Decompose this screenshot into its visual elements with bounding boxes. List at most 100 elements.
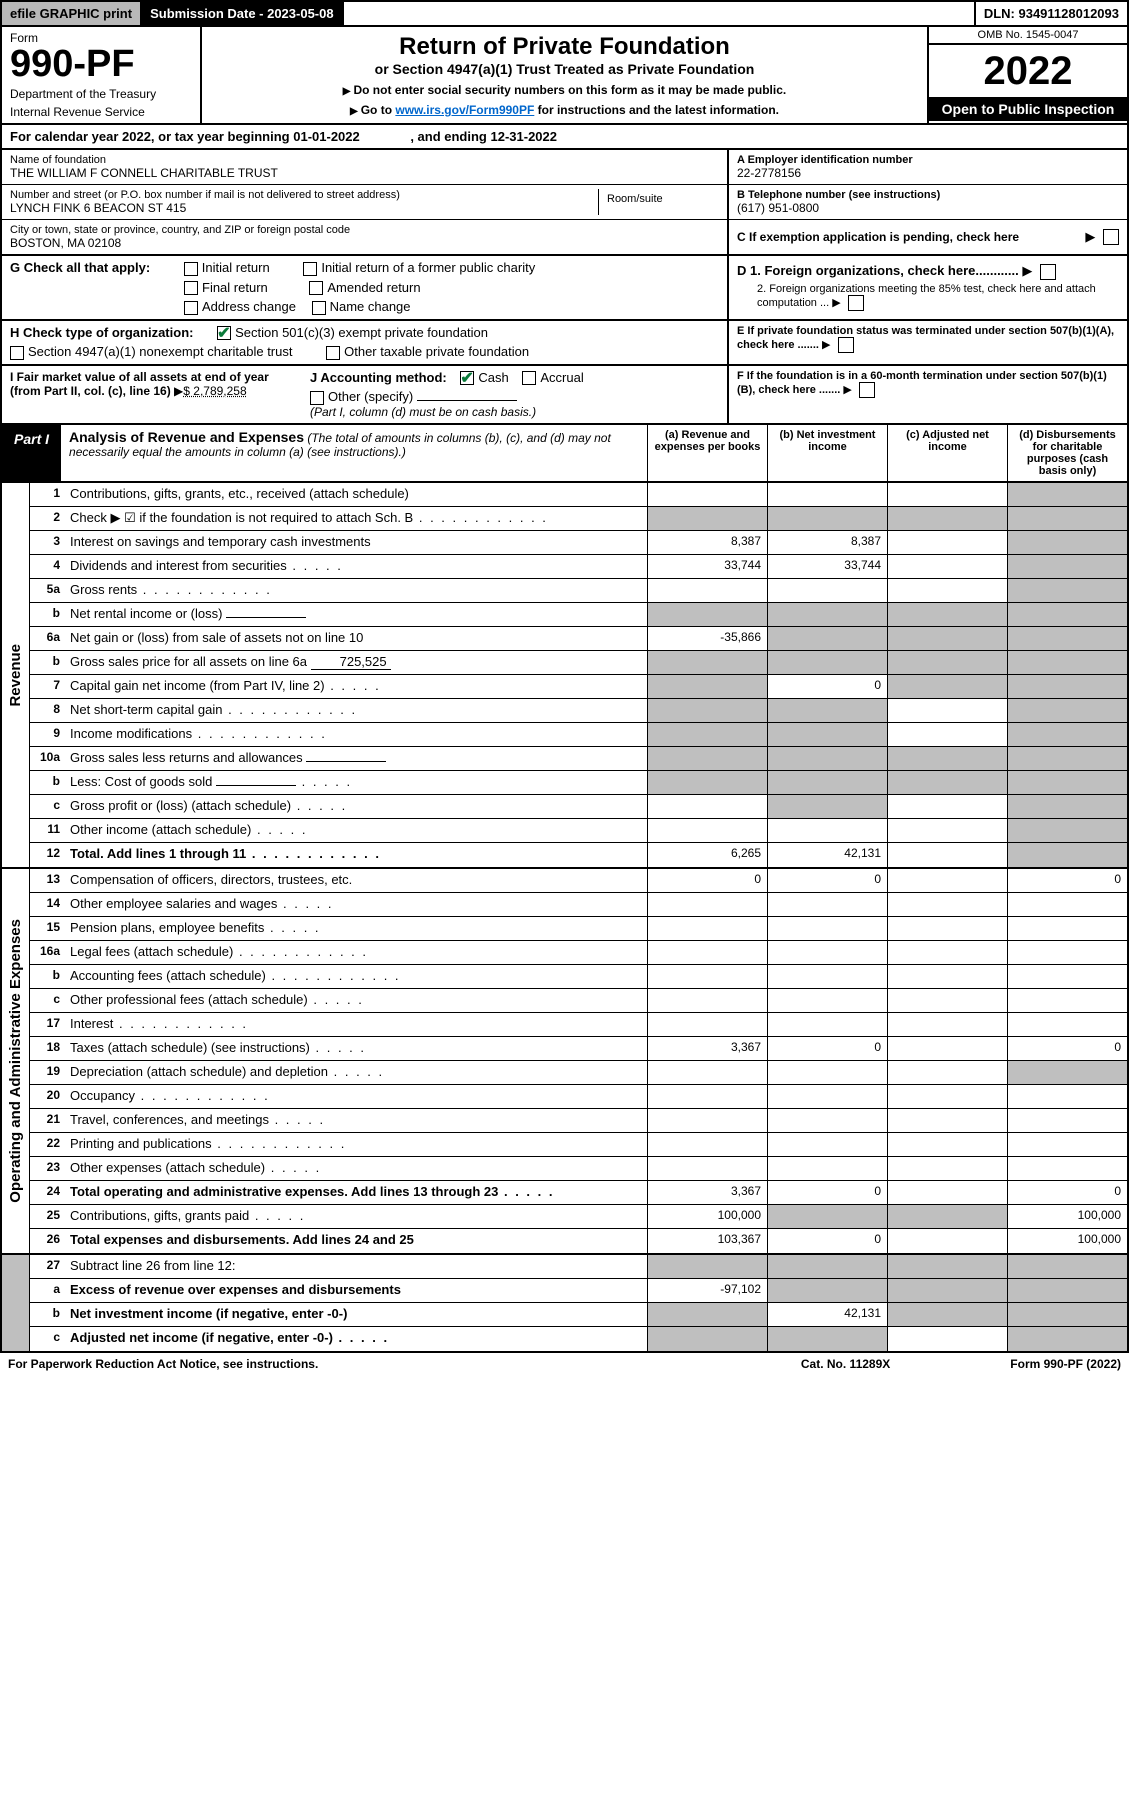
instr2-pre: Go to: [361, 103, 396, 117]
dept: Department of the Treasury: [10, 87, 192, 101]
d2-checkbox[interactable]: [848, 295, 864, 311]
chk-addr-change[interactable]: [184, 301, 198, 315]
header-right: OMB No. 1545-0047 2022 Open to Public In…: [927, 27, 1127, 123]
col-b: [767, 1157, 887, 1180]
chk-name-change[interactable]: [312, 301, 326, 315]
table-row: 2Check ▶ ☑ if the foundation is not requ…: [30, 507, 1127, 531]
col-a: 3,367: [647, 1037, 767, 1060]
col-a: [647, 747, 767, 770]
col-c: [887, 843, 1007, 867]
table-row: aExcess of revenue over expenses and dis…: [30, 1279, 1127, 1303]
row-label: Accounting fees (attach schedule): [66, 965, 647, 988]
row-label: Capital gain net income (from Part IV, l…: [66, 675, 647, 698]
col-b: 42,131: [767, 843, 887, 867]
col-c: [887, 651, 1007, 674]
c-checkbox[interactable]: [1103, 229, 1119, 245]
f-checkbox[interactable]: [859, 382, 875, 398]
chk-cash[interactable]: [460, 371, 474, 385]
col-b: [767, 1085, 887, 1108]
omb: OMB No. 1545-0047: [929, 27, 1127, 45]
col-c: [887, 531, 1007, 554]
info-block: Name of foundation THE WILLIAM F CONNELL…: [0, 150, 1129, 256]
chk-final[interactable]: [184, 281, 198, 295]
f-line: F If the foundation is in a 60-month ter…: [737, 370, 1119, 398]
form-header: Form 990-PF Department of the Treasury I…: [0, 27, 1129, 125]
row-number: a: [30, 1279, 66, 1302]
row-number: 12: [30, 843, 66, 867]
table-row: 11Other income (attach schedule): [30, 819, 1127, 843]
opt-initial: Initial return: [202, 260, 270, 275]
col-d: [1007, 603, 1127, 626]
chk-amended[interactable]: [309, 281, 323, 295]
final-side: [2, 1255, 30, 1351]
col-c: [887, 869, 1007, 892]
opt-name-change: Name change: [330, 299, 411, 314]
chk-initial[interactable]: [184, 262, 198, 276]
row-label: Gross sales less returns and allowances: [66, 747, 647, 770]
col-a: [647, 651, 767, 674]
col-c: [887, 603, 1007, 626]
col-a: [647, 483, 767, 506]
chk-initial-former[interactable]: [303, 262, 317, 276]
col-b: [767, 1205, 887, 1228]
col-b: 0: [767, 675, 887, 698]
efile-button[interactable]: efile GRAPHIC print: [2, 2, 142, 25]
row-number: c: [30, 989, 66, 1012]
col-d: [1007, 747, 1127, 770]
col-c: [887, 1279, 1007, 1302]
chk-4947[interactable]: [10, 346, 24, 360]
c-arrow: ▶: [1085, 229, 1119, 246]
chk-other-tax[interactable]: [326, 346, 340, 360]
row-number: 20: [30, 1085, 66, 1108]
table-row: 18Taxes (attach schedule) (see instructi…: [30, 1037, 1127, 1061]
row-label: Compensation of officers, directors, tru…: [66, 869, 647, 892]
col-a: -97,102: [647, 1279, 767, 1302]
f-right: F If the foundation is in a 60-month ter…: [727, 366, 1127, 423]
open-public: Open to Public Inspection: [929, 97, 1127, 121]
col-a: 3,367: [647, 1181, 767, 1204]
col-d: [1007, 507, 1127, 530]
col-d: [1007, 483, 1127, 506]
row-number: 21: [30, 1109, 66, 1132]
col-d: 0: [1007, 1181, 1127, 1204]
col-b: 0: [767, 1037, 887, 1060]
chk-other-method[interactable]: [310, 391, 324, 405]
col-b: [767, 627, 887, 650]
row-number: b: [30, 1303, 66, 1326]
col-c: [887, 699, 1007, 722]
irs-link[interactable]: www.irs.gov/Form990PF: [395, 103, 534, 117]
row-number: 6a: [30, 627, 66, 650]
col-b: [767, 1255, 887, 1278]
col-d: [1007, 1133, 1127, 1156]
col-b: [767, 771, 887, 794]
col-b-hdr: (b) Net investment income: [767, 425, 887, 481]
opt-other-method: Other (specify): [328, 389, 413, 404]
row-number: b: [30, 965, 66, 988]
row-number: 2: [30, 507, 66, 530]
col-a: [647, 507, 767, 530]
col-d: 0: [1007, 869, 1127, 892]
col-c: [887, 579, 1007, 602]
col-d: [1007, 795, 1127, 818]
col-a: [647, 941, 767, 964]
opt-accrual: Accrual: [540, 370, 583, 385]
chk-501c3[interactable]: [217, 326, 231, 340]
row-number: 9: [30, 723, 66, 746]
col-b: [767, 1133, 887, 1156]
row-label: Printing and publications: [66, 1133, 647, 1156]
col-c: [887, 1327, 1007, 1351]
col-c: [887, 893, 1007, 916]
d-right: D 1. Foreign organizations, check here..…: [727, 256, 1127, 319]
table-row: 20Occupancy: [30, 1085, 1127, 1109]
row-label: Net gain or (loss) from sale of assets n…: [66, 627, 647, 650]
a-label: A Employer identification number: [737, 154, 1119, 166]
col-b: [767, 723, 887, 746]
col-d: [1007, 1061, 1127, 1084]
chk-accrual[interactable]: [522, 371, 536, 385]
d1-checkbox[interactable]: [1040, 264, 1056, 280]
h-block: H Check type of organization: Section 50…: [0, 321, 1129, 366]
city-row: City or town, state or province, country…: [2, 220, 727, 254]
row-label: Other income (attach schedule): [66, 819, 647, 842]
table-row: 10aGross sales less returns and allowanc…: [30, 747, 1127, 771]
e-checkbox[interactable]: [838, 337, 854, 353]
